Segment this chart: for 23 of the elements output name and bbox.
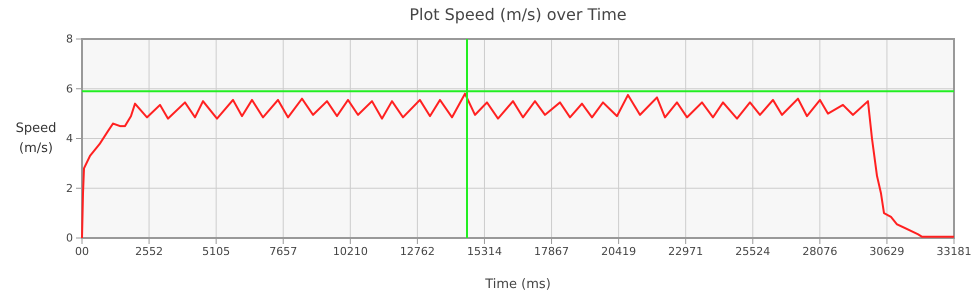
x-tick-label: 7657: [269, 244, 298, 258]
x-tick-label: 2552: [135, 244, 164, 258]
line-series: [81, 92, 955, 239]
y-tick-label: 0: [66, 232, 73, 245]
y-tick-label: 4: [66, 132, 73, 146]
x-tick-label: 33181: [936, 244, 972, 258]
y-tick-label: 2: [66, 182, 73, 195]
x-tick-label: 25524: [735, 244, 770, 258]
x-tick-label: 10210: [332, 244, 368, 258]
x-tick-label: 20419: [601, 244, 636, 258]
y-tick-label: 6: [66, 82, 73, 96]
x-tick-label: 00: [75, 244, 89, 258]
y-axis-title: Speed (m/s): [16, 121, 56, 156]
x-tick-label: 28076: [802, 244, 838, 258]
chart-title: Plot Speed (m/s) over Time: [409, 5, 627, 24]
x-tick-label: 5105: [202, 244, 230, 258]
x-tick-label: 30629: [869, 244, 904, 258]
x-axis-title: Time (ms): [484, 277, 551, 292]
x-tick-label: 15314: [466, 244, 502, 258]
x-tick-label: 22971: [668, 244, 704, 258]
x-tick-label: 17867: [534, 244, 570, 258]
y-tick-label: 8: [66, 32, 73, 46]
x-tick-label: 12762: [400, 244, 435, 258]
